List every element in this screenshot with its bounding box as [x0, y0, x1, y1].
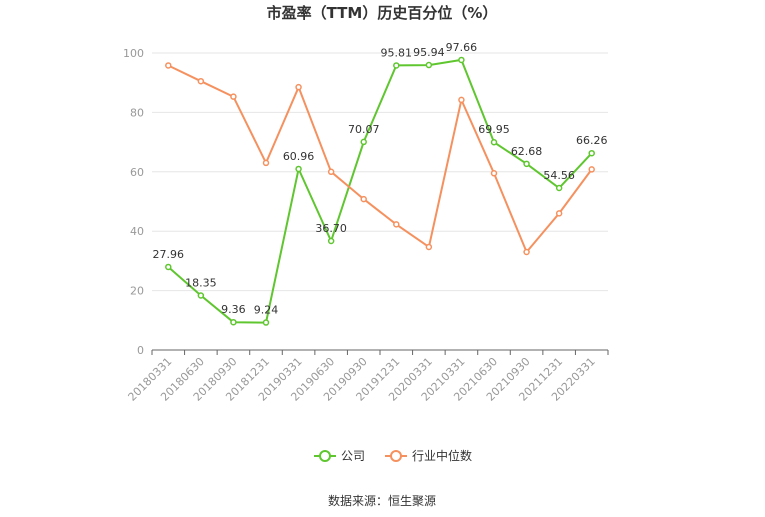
data-point[interactable] [458, 56, 465, 64]
legend-swatch-marker [390, 450, 402, 462]
data-label: 95.81 [381, 46, 413, 59]
data-point[interactable] [262, 319, 270, 326]
data-point[interactable] [230, 93, 237, 100]
data-point[interactable] [393, 221, 400, 228]
data-point[interactable] [490, 170, 498, 177]
chart-title: 市盈率（TTM）历史百分位（%） [267, 4, 498, 22]
data-label: 62.68 [511, 145, 543, 158]
y-tick-label: 80 [130, 106, 144, 119]
data-point[interactable] [165, 62, 172, 69]
data-point[interactable] [197, 77, 205, 85]
data-label: 18.35 [185, 277, 217, 290]
data-label: 66.26 [576, 134, 608, 147]
data-point[interactable] [262, 159, 270, 167]
data-point[interactable] [588, 166, 595, 173]
data-point[interactable] [165, 263, 172, 271]
data-point[interactable] [393, 62, 400, 69]
legend-item-1[interactable]: 行业中位数 [385, 448, 472, 463]
data-label: 95.94 [413, 46, 445, 59]
data-point[interactable] [230, 318, 237, 326]
data-point[interactable] [327, 168, 335, 176]
data-label: 60.96 [283, 150, 315, 163]
data-point[interactable] [555, 210, 563, 217]
y-tick-label: 0 [137, 344, 144, 357]
data-point[interactable] [327, 237, 335, 245]
series-line-0 [167, 58, 593, 324]
data-point[interactable] [360, 138, 367, 146]
data-point[interactable] [425, 243, 433, 251]
source-note: 数据来源：恒生聚源 [328, 493, 436, 508]
series-points [165, 56, 595, 326]
data-label: 9.24 [254, 304, 279, 317]
y-tick-label: 60 [130, 166, 144, 179]
data-label: 70.07 [348, 123, 380, 136]
legend[interactable]: 公司 行业中位数 [314, 448, 472, 463]
legend-label: 公司 [341, 449, 365, 463]
y-axis-ticks: 0 20 40 60 80 100 [123, 47, 144, 357]
data-labels: 27.96 18.35 9.36 9.24 60.96 36.70 70.07 95.81 95… [153, 41, 608, 317]
data-label: 9.36 [221, 303, 246, 316]
x-axis: 2018033120180630201809302018123120190331… [126, 349, 609, 404]
data-point[interactable] [458, 96, 465, 104]
data-label: 97.66 [446, 41, 478, 54]
legend-label: 行业中位数 [412, 448, 472, 463]
data-point[interactable] [360, 195, 367, 203]
data-label: 36.70 [315, 222, 347, 235]
data-label: 27.96 [153, 248, 185, 261]
data-point[interactable] [295, 165, 302, 173]
series-lines [167, 58, 593, 324]
y-tick-label: 20 [130, 285, 144, 298]
data-point[interactable] [295, 83, 302, 91]
data-label: 54.56 [543, 169, 575, 182]
y-tick-label: 40 [130, 225, 144, 238]
data-point[interactable] [523, 248, 530, 256]
data-point[interactable] [490, 138, 498, 146]
data-point[interactable] [555, 184, 563, 192]
data-point[interactable] [588, 149, 595, 157]
series-line-1 [167, 64, 593, 254]
legend-swatch-marker [319, 450, 331, 462]
data-point[interactable] [197, 292, 205, 299]
data-label: 69.95 [478, 123, 510, 136]
legend-item-0[interactable]: 公司 [314, 449, 365, 463]
y-tick-label: 100 [123, 47, 144, 60]
data-point[interactable] [425, 61, 433, 69]
data-point[interactable] [523, 160, 530, 168]
